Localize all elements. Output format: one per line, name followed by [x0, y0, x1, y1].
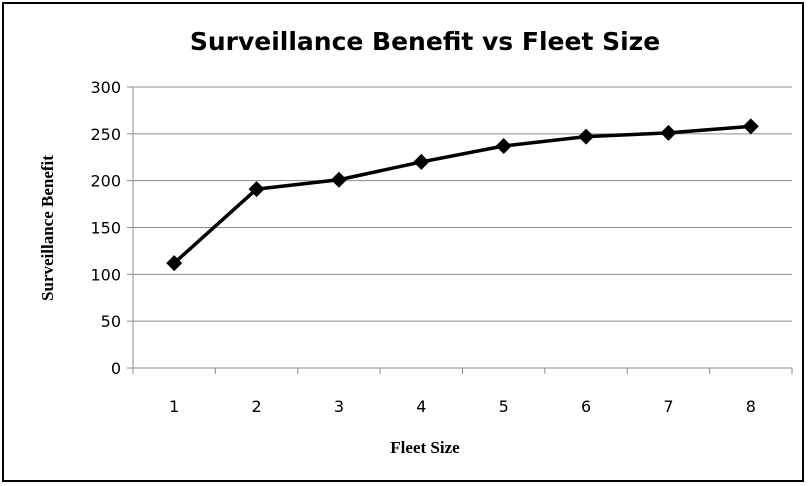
y-tick-label-200: 200 [90, 172, 121, 191]
data-point-8 [742, 118, 759, 135]
y-tick-label-250: 250 [90, 125, 121, 144]
x-tick-label-7: 7 [663, 397, 673, 416]
x-tick-label-5: 5 [499, 397, 509, 416]
y-axis-label: Surveillance Benefit [38, 155, 57, 301]
data-point-6 [578, 128, 595, 145]
data-point-5 [495, 138, 512, 155]
y-tick-label-50: 50 [101, 312, 121, 331]
gridlines [133, 86, 792, 322]
x-tick-label-2: 2 [251, 397, 261, 416]
y-tick-label-0: 0 [111, 359, 121, 378]
x-tick-label-4: 4 [416, 397, 426, 416]
x-tick-labels: 1 2 3 4 5 6 7 8 [169, 397, 756, 416]
y-tick-label-100: 100 [90, 265, 121, 284]
axes [127, 86, 793, 374]
data-point-7 [660, 124, 677, 141]
x-tick-label-3: 3 [334, 397, 344, 416]
chart-frame [2, 2, 804, 482]
y-tick-label-150: 150 [90, 219, 121, 238]
data-point-2 [248, 181, 265, 198]
series-layer [166, 118, 759, 272]
x-axis-label: Fleet Size [390, 438, 460, 457]
data-point-4 [413, 153, 430, 170]
x-tick-label-1: 1 [169, 397, 179, 416]
x-tick-label-6: 6 [581, 397, 591, 416]
data-point-1 [166, 255, 183, 272]
data-point-3 [330, 171, 347, 188]
chart-title: Surveillance Benefit vs Fleet Size [190, 27, 660, 56]
y-tick-labels: 0 50 100 150 200 250 300 [90, 78, 121, 378]
x-tick-label-8: 8 [746, 397, 756, 416]
series-line-0 [173, 124, 751, 265]
y-tick-label-300: 300 [90, 78, 121, 97]
